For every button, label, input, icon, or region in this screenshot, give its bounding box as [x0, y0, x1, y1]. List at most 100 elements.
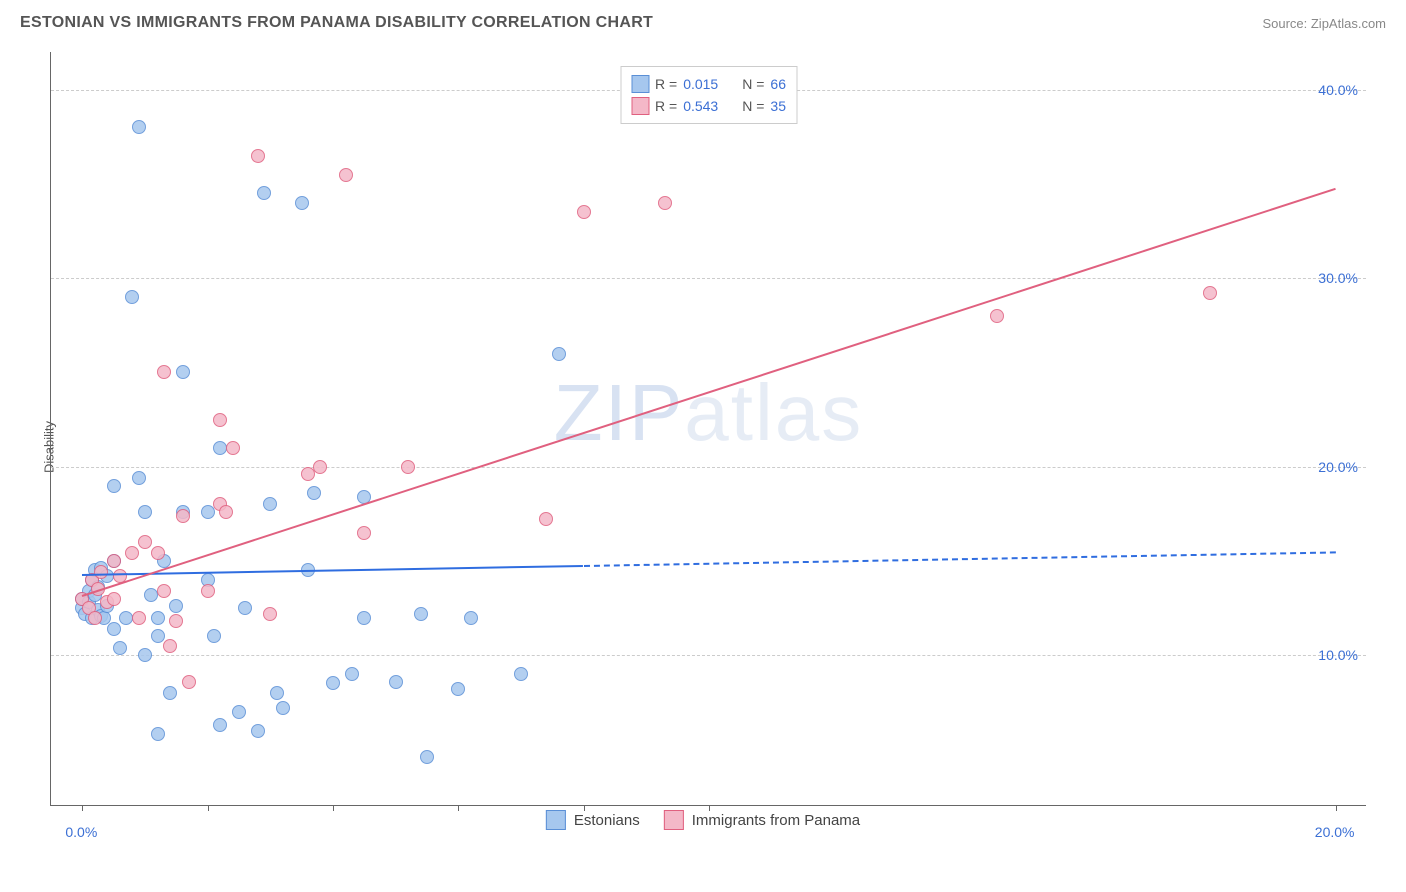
r-value: 0.015 [683, 76, 718, 92]
correlation-legend: R = 0.015 N = 66 R = 0.543 N = 35 [620, 66, 797, 124]
data-point [276, 701, 290, 715]
chart-title: ESTONIAN VS IMMIGRANTS FROM PANAMA DISAB… [20, 14, 653, 32]
data-point [263, 497, 277, 511]
data-point [157, 584, 171, 598]
series-legend: Estonians Immigrants from Panama [546, 810, 860, 830]
data-point [295, 196, 309, 210]
y-tick-label: 20.0% [1318, 459, 1358, 475]
data-point [357, 526, 371, 540]
data-point [151, 546, 165, 560]
data-point [345, 667, 359, 681]
x-tick-label: 0.0% [65, 824, 97, 840]
data-point [357, 611, 371, 625]
grid-line [51, 467, 1366, 468]
data-point [94, 565, 108, 579]
data-point [257, 186, 271, 200]
r-label: R = [655, 76, 677, 92]
data-point [658, 196, 672, 210]
data-point [88, 611, 102, 625]
data-point [464, 611, 478, 625]
x-tick-label: 20.0% [1315, 824, 1355, 840]
data-point [201, 505, 215, 519]
grid-line [51, 278, 1366, 279]
legend-row: R = 0.015 N = 66 [631, 73, 786, 95]
data-point [401, 460, 415, 474]
data-point [552, 347, 566, 361]
data-point [326, 676, 340, 690]
data-point [577, 205, 591, 219]
legend-swatch [546, 810, 566, 830]
data-point [389, 675, 403, 689]
legend-swatch [631, 75, 649, 93]
n-label: N = [742, 76, 764, 92]
x-tick [82, 805, 83, 811]
data-point [226, 441, 240, 455]
data-point [451, 682, 465, 696]
data-point [207, 629, 221, 643]
trend-line [82, 188, 1336, 597]
data-point [169, 614, 183, 628]
data-point [107, 554, 121, 568]
data-point [232, 705, 246, 719]
data-point [163, 686, 177, 700]
x-tick [333, 805, 334, 811]
data-point [113, 641, 127, 655]
plot-area: ZIPatlas R = 0.015 N = 66 R = 0.543 N = 35 10.0… [50, 52, 1366, 806]
data-point [238, 601, 252, 615]
data-point [125, 290, 139, 304]
legend-label: Estonians [574, 812, 640, 829]
chart-container: Disability ZIPatlas R =0.015N =66R =0.54… [20, 42, 1386, 852]
header: ESTONIAN VS IMMIGRANTS FROM PANAMA DISAB… [0, 0, 1406, 42]
data-point [169, 599, 183, 613]
trend-line [584, 552, 1336, 568]
data-point [107, 592, 121, 606]
legend-swatch [631, 97, 649, 115]
data-point [151, 629, 165, 643]
data-point [213, 718, 227, 732]
data-point [151, 727, 165, 741]
data-point [990, 309, 1004, 323]
y-tick-label: 10.0% [1318, 647, 1358, 663]
data-point [107, 479, 121, 493]
data-point [132, 611, 146, 625]
x-tick [208, 805, 209, 811]
data-point [125, 546, 139, 560]
x-tick [1336, 805, 1337, 811]
data-point [176, 509, 190, 523]
legend-row: R = 0.543 N = 35 [631, 95, 786, 117]
data-point [313, 460, 327, 474]
data-point [251, 724, 265, 738]
data-point [107, 622, 121, 636]
data-point [213, 413, 227, 427]
data-point [201, 584, 215, 598]
n-value: 35 [770, 98, 786, 114]
data-point [251, 149, 265, 163]
legend-swatch [664, 810, 684, 830]
data-point [414, 607, 428, 621]
data-point [182, 675, 196, 689]
data-point [138, 505, 152, 519]
data-point [307, 486, 321, 500]
data-point [420, 750, 434, 764]
n-label: N = [742, 98, 764, 114]
data-point [163, 639, 177, 653]
data-point [157, 365, 171, 379]
data-point [132, 120, 146, 134]
data-point [514, 667, 528, 681]
legend-item: Immigrants from Panama [664, 810, 860, 830]
legend-label: Immigrants from Panama [692, 812, 860, 829]
y-tick-label: 30.0% [1318, 270, 1358, 286]
legend-item: Estonians [546, 810, 640, 830]
data-point [339, 168, 353, 182]
watermark: ZIPatlas [554, 367, 863, 459]
n-value: 66 [770, 76, 786, 92]
data-point [263, 607, 277, 621]
data-point [138, 648, 152, 662]
r-label: R = [655, 98, 677, 114]
r-value: 0.543 [683, 98, 718, 114]
data-point [176, 365, 190, 379]
data-point [138, 535, 152, 549]
source-attribution: Source: ZipAtlas.com [1262, 16, 1386, 31]
data-point [132, 471, 146, 485]
data-point [151, 611, 165, 625]
